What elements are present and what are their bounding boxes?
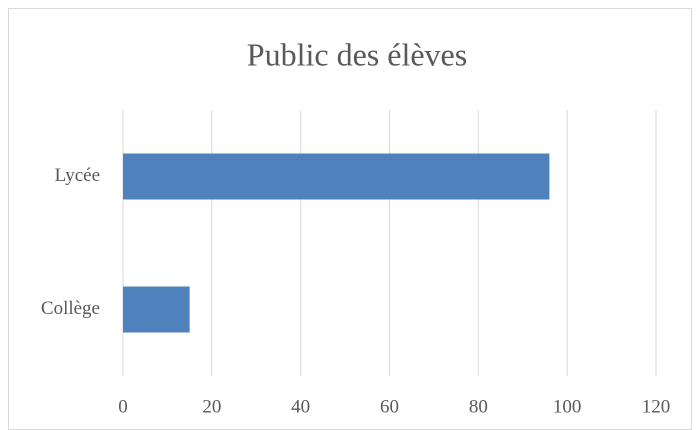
x-tick-label: 20 <box>202 396 221 417</box>
x-tick-label: 0 <box>118 396 128 417</box>
x-tick-label: 60 <box>380 396 399 417</box>
x-tick-label: 120 <box>642 396 671 417</box>
bar <box>123 153 550 200</box>
bar <box>123 286 190 333</box>
x-tick-label: 40 <box>291 396 310 417</box>
y-tick-label: Lycée <box>55 165 100 186</box>
x-tick-label: 80 <box>469 396 488 417</box>
x-tick-label: 100 <box>553 396 582 417</box>
y-tick-label: Collège <box>41 298 100 319</box>
chart-border <box>8 8 692 430</box>
chart-title: Public des élèves <box>247 36 467 72</box>
